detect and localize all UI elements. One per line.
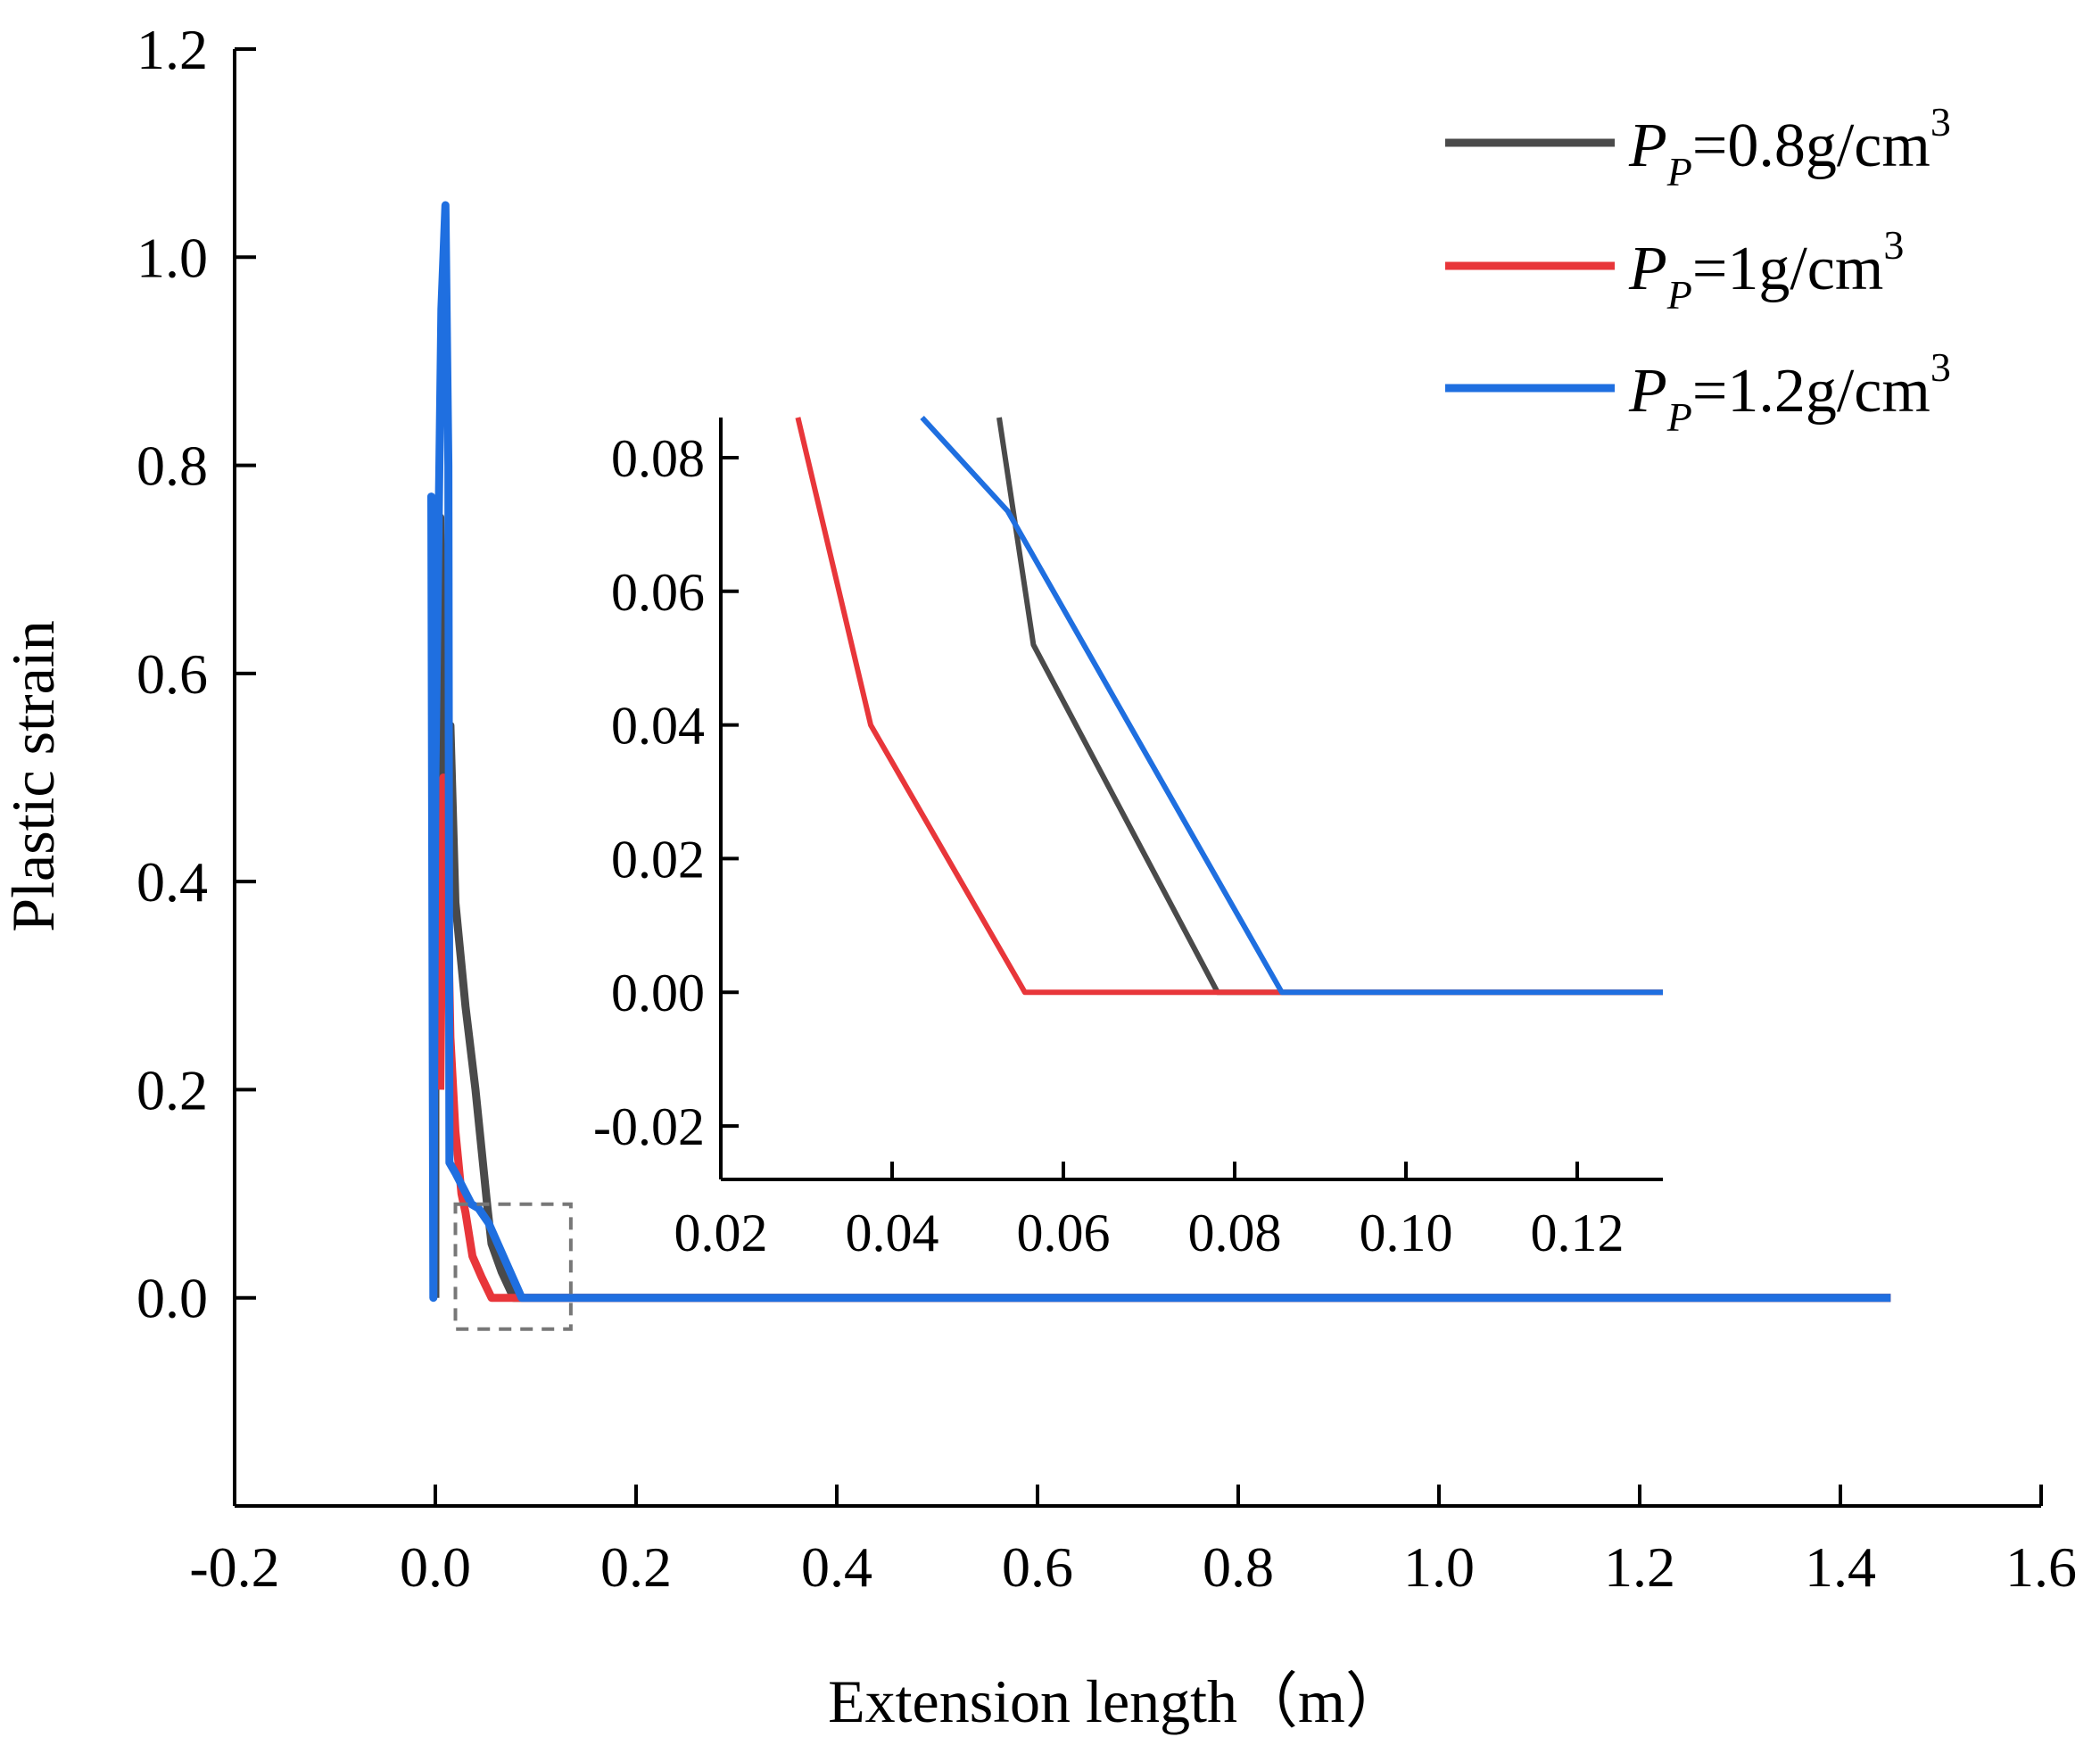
inset-y-tick-label: 0.06 bbox=[611, 563, 705, 622]
inset-x-tick-label: 0.12 bbox=[1531, 1204, 1625, 1262]
y-tick-label: 1.2 bbox=[136, 18, 208, 81]
legend-value: =1g/cm bbox=[1692, 235, 1883, 303]
inset-y-tick-label: -0.02 bbox=[593, 1097, 705, 1156]
x-axis-title: Extension length（m） bbox=[828, 1667, 1406, 1735]
y-tick-label: 0.6 bbox=[136, 642, 208, 706]
inset-x-tick-label: 0.08 bbox=[1188, 1204, 1282, 1262]
inset-x-tick-label: 0.06 bbox=[1017, 1204, 1111, 1262]
zoom-box-layer bbox=[453, 1202, 573, 1331]
inset-y-tick-label: 0.08 bbox=[611, 429, 705, 488]
inset-x-tick-label: 0.04 bbox=[846, 1204, 939, 1262]
legend-subscript: P bbox=[1666, 394, 1692, 440]
legend-superscript: 3 bbox=[1931, 99, 1951, 145]
y-axis-title: Plastic strain bbox=[0, 620, 67, 931]
main-series-line-2 bbox=[427, 201, 1891, 1303]
legend-label: PP=1g/cm3 bbox=[1628, 222, 1904, 318]
inset-series-line-2 bbox=[920, 415, 1663, 996]
inset-x-tick-label: 0.10 bbox=[1360, 1204, 1453, 1262]
x-tick-label: 1.0 bbox=[1403, 1535, 1475, 1599]
legend-value: =0.8g/cm bbox=[1692, 112, 1931, 180]
inset-x-tick-label: 0.02 bbox=[674, 1204, 768, 1262]
x-tick-label: 1.6 bbox=[2005, 1535, 2077, 1599]
legend-item: PP=0.8g/cm3 bbox=[1445, 99, 1951, 194]
y-tick-label: 0.8 bbox=[136, 434, 208, 498]
y-tick-label: 0.0 bbox=[136, 1267, 208, 1330]
x-tick-label: 0.2 bbox=[600, 1535, 672, 1599]
legend-label: PP=0.8g/cm3 bbox=[1628, 99, 1951, 194]
legend-symbol: P bbox=[1628, 112, 1667, 180]
main-series-group bbox=[427, 201, 1891, 1303]
legend-label: PP=1.2g/cm3 bbox=[1628, 344, 1951, 440]
main-axes: -0.2 0.0 0.2 0.4 0.6 0.8 1.0 1.2 1.4 1.6 0.0 0.2 0.4… bbox=[136, 18, 2077, 1599]
inset-y-tick-label: 0.02 bbox=[611, 830, 705, 889]
x-tick-label: 0.6 bbox=[1002, 1535, 1073, 1599]
legend-superscript: 3 bbox=[1931, 344, 1951, 390]
y-tick-label: 0.4 bbox=[136, 850, 208, 914]
inset-axes: 0.02 0.04 0.06 0.08 0.10 0.12 -0.02 0.00 0.02 0.0… bbox=[593, 418, 1663, 1262]
x-tick-label: 1.4 bbox=[1805, 1535, 1876, 1599]
y-tick-label: 0.2 bbox=[136, 1058, 208, 1121]
y-tick-label: 1.0 bbox=[136, 226, 208, 289]
x-tick-label: 0.0 bbox=[400, 1535, 471, 1599]
inset-series-group bbox=[795, 415, 1663, 996]
legend-symbol: P bbox=[1628, 235, 1667, 303]
legend-subscript: P bbox=[1666, 149, 1692, 194]
zoom-box bbox=[453, 1202, 573, 1331]
x-tick-label: 1.2 bbox=[1604, 1535, 1675, 1599]
x-tick-label: -0.2 bbox=[189, 1535, 279, 1599]
x-tick-label: 0.8 bbox=[1203, 1535, 1274, 1599]
legend-item: PP=1g/cm3 bbox=[1445, 222, 1904, 318]
x-tick-label: 0.4 bbox=[801, 1535, 872, 1599]
legend-superscript: 3 bbox=[1883, 222, 1904, 268]
inset-background bbox=[721, 418, 1663, 1179]
inset-y-tick-label: 0.00 bbox=[611, 964, 705, 1022]
legend-value: =1.2g/cm bbox=[1692, 357, 1931, 426]
legend-symbol: P bbox=[1628, 357, 1667, 426]
inset-y-tick-label: 0.04 bbox=[611, 697, 705, 756]
legend-subscript: P bbox=[1666, 272, 1692, 318]
legend-item: PP=1.2g/cm3 bbox=[1445, 344, 1951, 440]
